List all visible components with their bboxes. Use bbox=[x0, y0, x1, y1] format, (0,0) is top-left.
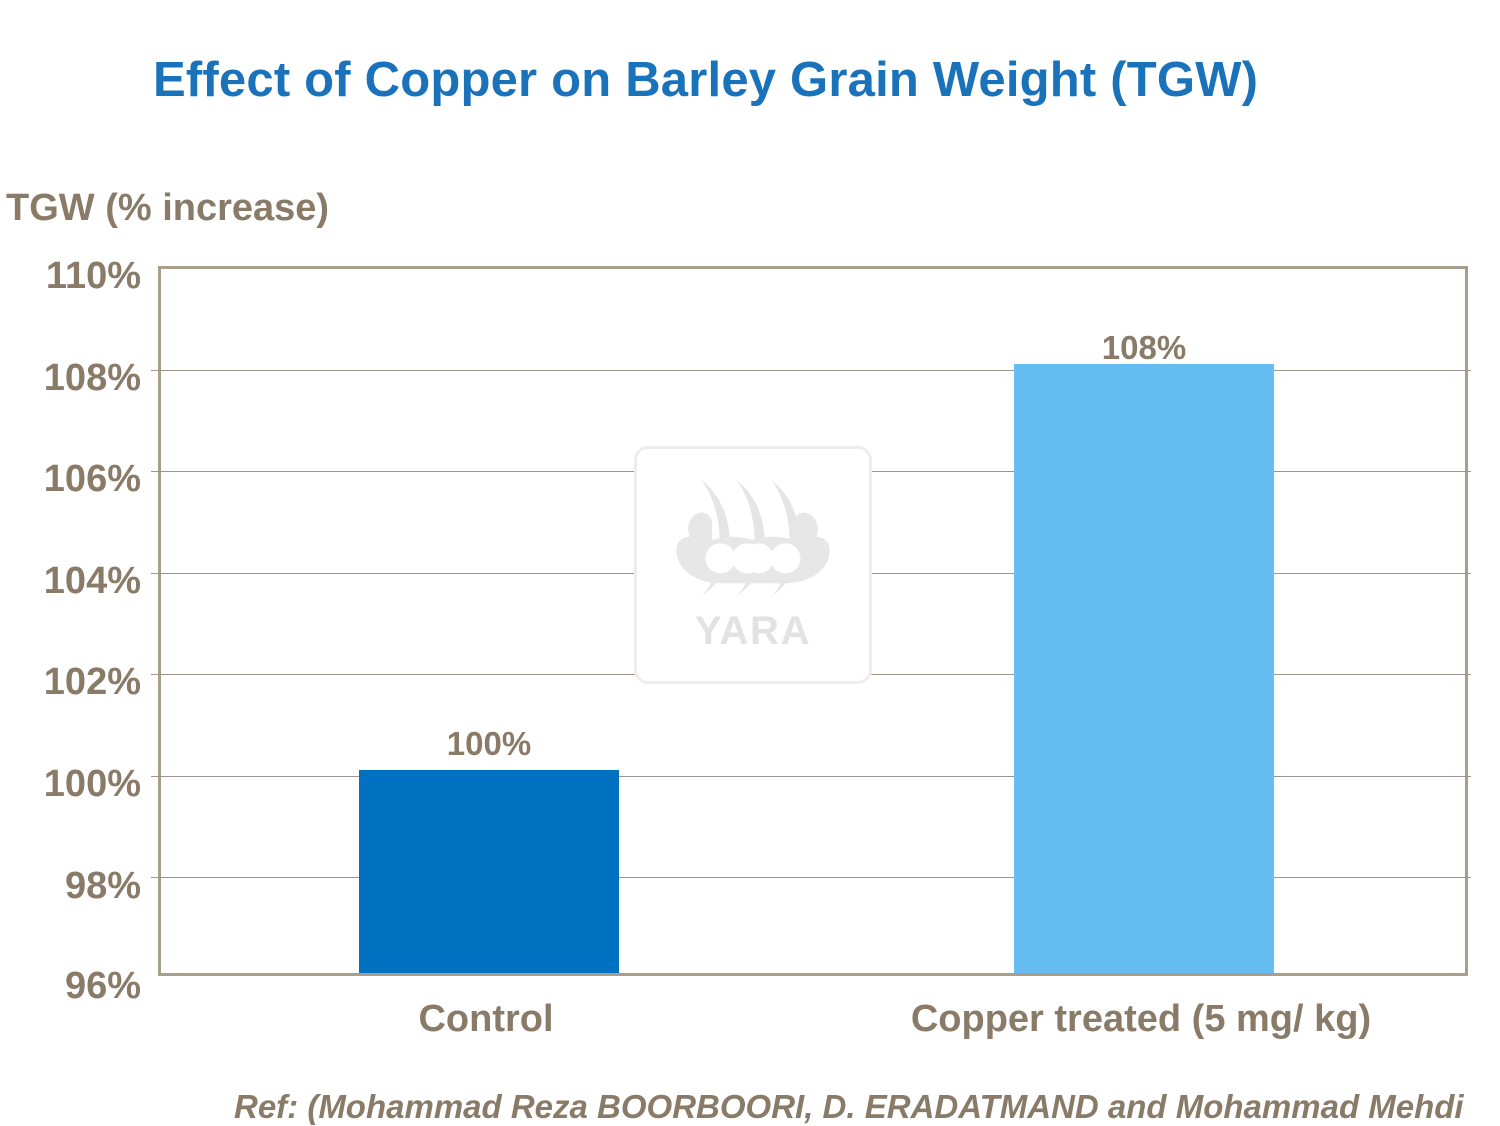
svg-text:YARA: YARA bbox=[695, 609, 811, 653]
